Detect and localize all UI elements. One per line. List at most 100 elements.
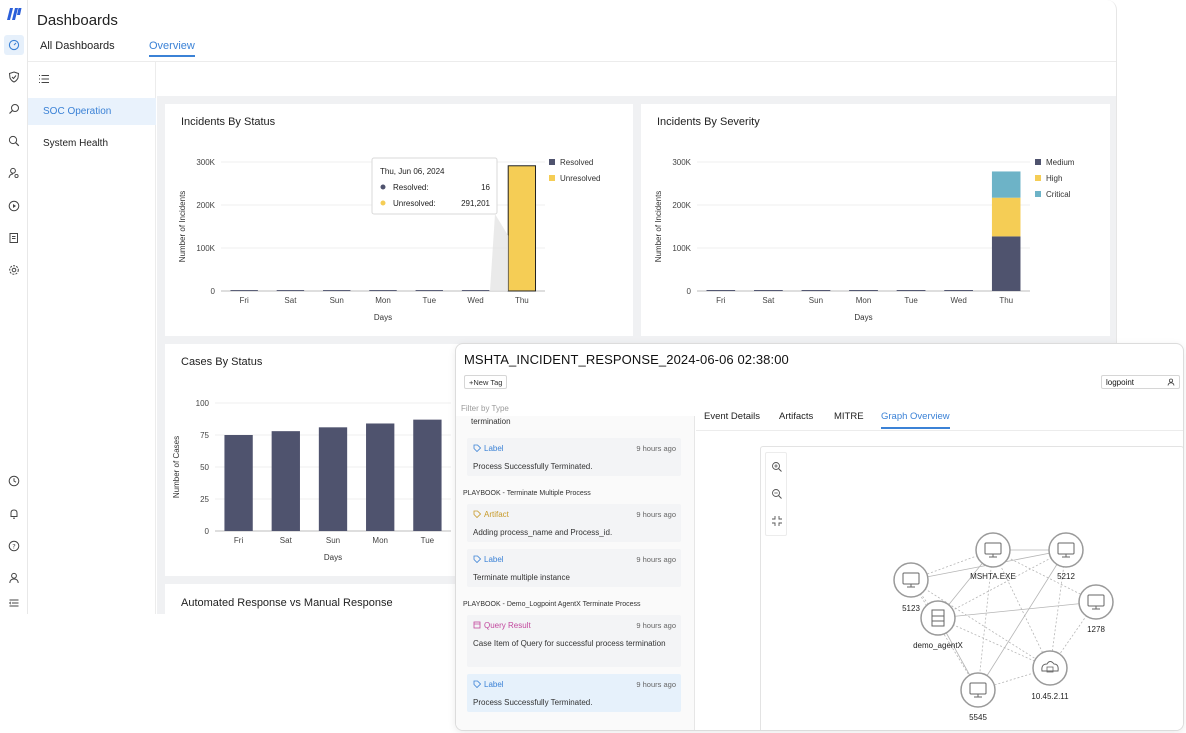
gear-icon[interactable] xyxy=(4,260,24,280)
new-tag-button[interactable]: +New Tag xyxy=(464,375,508,389)
incident-title: MSHTA_INCIDENT_RESPONSE_2024-06-06 02:38… xyxy=(464,352,789,367)
legend-swatch xyxy=(1035,159,1041,165)
y-axis-label: Number of Incidents xyxy=(178,191,187,263)
y-tick-label: 0 xyxy=(687,287,692,296)
help-icon[interactable]: ? xyxy=(4,536,24,556)
x-tick-label: Sun xyxy=(330,296,344,305)
tooltip-value: 291,201 xyxy=(461,199,490,208)
play-icon[interactable] xyxy=(4,196,24,216)
timeline-event[interactable]: Label 9 hours ago Terminate multiple ins… xyxy=(467,549,681,587)
dashboard-icon[interactable] xyxy=(4,35,24,55)
clock-icon[interactable] xyxy=(4,471,24,491)
timeline-list: termination Label 9 hours ago Process Su… xyxy=(456,416,695,730)
bar xyxy=(224,435,253,531)
header-divider xyxy=(28,61,1116,62)
legend-swatch xyxy=(1035,191,1041,197)
event-type: Query Result xyxy=(473,621,531,630)
tooltip-dot xyxy=(380,184,386,190)
graph-edge xyxy=(910,579,979,691)
tooltip-box xyxy=(371,157,498,215)
report-icon[interactable] xyxy=(4,228,24,248)
list-menu-icon[interactable] xyxy=(38,73,50,85)
bell-icon[interactable] xyxy=(4,504,24,524)
filter-by-type-input[interactable]: Filter by Type xyxy=(461,404,509,413)
user-icon[interactable] xyxy=(4,568,24,588)
graph-edge xyxy=(977,549,994,691)
subnav-item-soc-operation[interactable]: SOC Operation xyxy=(28,98,156,125)
assignee-field[interactable]: logpoint xyxy=(1101,375,1180,389)
tab-mitre[interactable]: MITRE xyxy=(834,411,864,422)
svg-text:?: ? xyxy=(12,542,15,550)
timeline-event[interactable]: Artifact 9 hours ago Adding process_name… xyxy=(467,504,681,542)
tooltip-date: Thu, Jun 06, 2024 xyxy=(380,167,445,176)
x-tick-label: Mon xyxy=(372,536,388,545)
query-result-icon xyxy=(473,621,481,629)
y-tick-label: 100 xyxy=(196,399,210,408)
user-icon xyxy=(1167,378,1175,386)
legend-label: Critical xyxy=(1046,190,1071,199)
event-type: Label xyxy=(473,555,504,564)
bar-medium xyxy=(991,236,1021,291)
tab-event-details[interactable]: Event Details xyxy=(704,411,760,422)
y-tick-label: 100K xyxy=(672,244,691,253)
user-search-icon[interactable] xyxy=(4,163,24,183)
investigate-icon[interactable] xyxy=(4,99,24,119)
graph-edge xyxy=(977,549,1067,691)
event-type: Label xyxy=(473,680,504,689)
timeline-event[interactable]: Query Result 9 hours ago Case Item of Qu… xyxy=(467,615,681,667)
x-tick-label: Fri xyxy=(234,536,244,545)
bar-critical xyxy=(754,290,783,291)
menu-collapse-icon[interactable] xyxy=(4,593,24,613)
tooltip-value: 16 xyxy=(481,183,490,192)
graph-node-label: 1278 xyxy=(1087,625,1105,634)
y-axis-label: Number of Cases xyxy=(172,436,181,498)
zoom-in-icon[interactable] xyxy=(771,461,783,473)
zoom-controls xyxy=(765,452,787,536)
server-icon xyxy=(931,609,945,627)
bar xyxy=(413,419,442,531)
graph-node-label: demo_agentX xyxy=(913,641,963,650)
y-tick-label: 300K xyxy=(672,158,691,167)
search-icon[interactable] xyxy=(4,131,24,151)
graph-node-label: 5212 xyxy=(1057,572,1075,581)
timeline-event[interactable]: Label 9 hours ago Process Successfully T… xyxy=(467,438,681,476)
bar-unresolved xyxy=(369,290,397,291)
event-type: Artifact xyxy=(473,510,509,519)
bar-unresolved xyxy=(230,290,258,291)
bar-high xyxy=(991,197,1021,237)
event-text: Case Item of Query for successful proces… xyxy=(473,639,666,648)
event-text: Process Successfully Terminated. xyxy=(473,462,593,471)
subnav-item-system-health[interactable]: System Health xyxy=(43,138,109,149)
tab-artifacts[interactable]: Artifacts xyxy=(779,411,814,422)
tooltip-pointer xyxy=(490,214,509,291)
bar xyxy=(318,427,348,531)
tab-graph-overview[interactable]: Graph Overview xyxy=(881,411,950,429)
fit-screen-icon[interactable] xyxy=(771,515,783,527)
shield-check-icon[interactable] xyxy=(4,67,24,87)
event-text: Adding process_name and Process_id. xyxy=(473,528,613,537)
zoom-out-icon[interactable] xyxy=(771,488,783,500)
page-title: Dashboards xyxy=(37,12,118,29)
timeline-event-selected[interactable]: Label 9 hours ago Process Successfully T… xyxy=(467,674,681,712)
tab-overview[interactable]: Overview xyxy=(149,40,195,57)
cases-by-status-chart: 0 25 50 75 100 Fri Sat Sun Mon Tue Days Number of C… xyxy=(172,399,451,562)
bar-unresolved xyxy=(461,290,490,291)
event-time: 9 hours ago xyxy=(636,510,676,519)
graph-node xyxy=(1032,650,1068,686)
legend-label: Resolved xyxy=(560,158,593,167)
bar xyxy=(366,423,395,531)
bar-critical xyxy=(801,290,831,291)
event-text: Process Successfully Terminated. xyxy=(473,698,593,707)
icon-rail: ? xyxy=(0,0,28,614)
incidents-by-status-card: Incidents By Status 0 100K 200K 300K Fri Sat S… xyxy=(165,104,633,336)
tab-all-dashboards[interactable]: All Dashboards xyxy=(40,40,115,52)
graph-canvas[interactable] xyxy=(760,446,1183,730)
bar-critical xyxy=(849,290,878,291)
bar-critical xyxy=(944,290,973,291)
card-title: Cases By Status xyxy=(181,356,263,368)
artifact-tag-icon xyxy=(473,510,481,518)
graph-edge xyxy=(937,601,1097,619)
tag-icon xyxy=(473,444,481,452)
legend-label: Medium xyxy=(1046,158,1075,167)
graph-node xyxy=(1078,584,1114,620)
